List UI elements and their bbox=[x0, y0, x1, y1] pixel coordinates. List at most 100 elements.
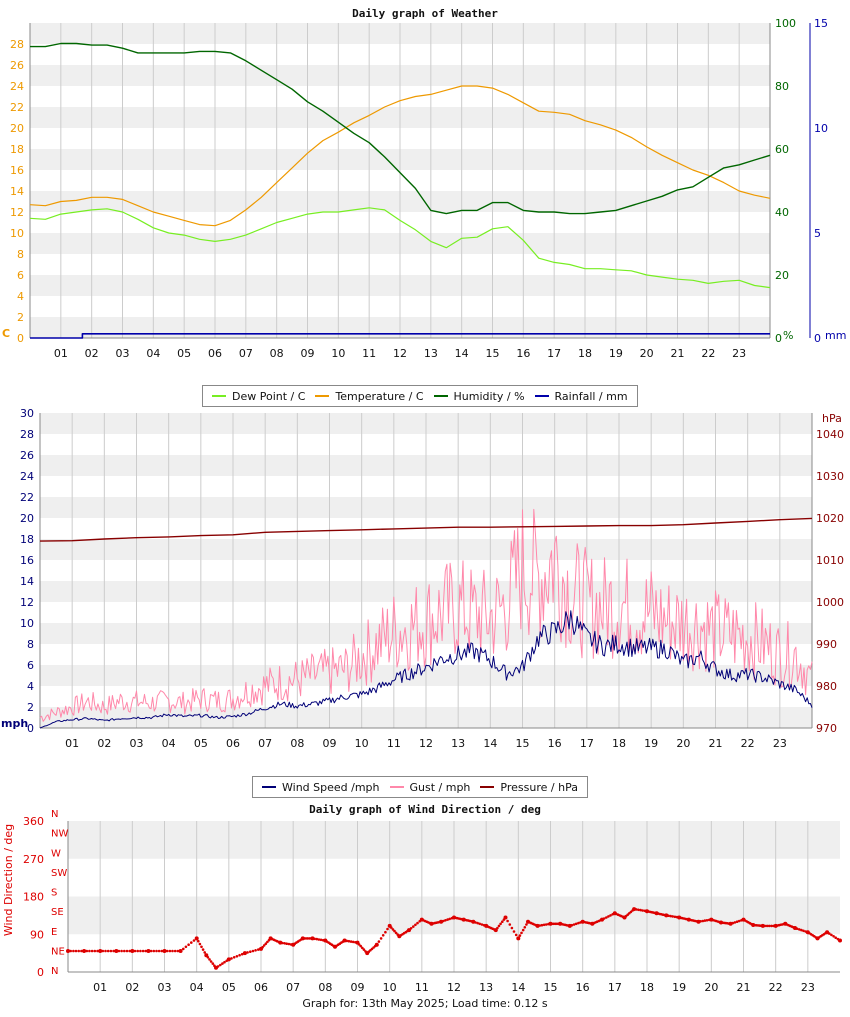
direction-point bbox=[117, 949, 121, 953]
direction-point bbox=[798, 928, 801, 931]
direction-point bbox=[476, 921, 479, 925]
direction-point bbox=[364, 950, 367, 953]
direction-point bbox=[520, 931, 523, 935]
legend-swatch bbox=[212, 395, 226, 397]
wind-speed-tick-label: 26 bbox=[20, 449, 34, 462]
temperature-tick-label: 18 bbox=[10, 143, 24, 156]
direction-point bbox=[521, 928, 525, 932]
direction-point bbox=[361, 946, 364, 950]
legend-swatch bbox=[389, 786, 404, 788]
wind-hour-label: 13 bbox=[451, 737, 465, 750]
humidity-line bbox=[30, 42, 771, 215]
direction-point bbox=[418, 920, 422, 923]
pressure-unit-label: hPa bbox=[822, 412, 842, 425]
direction-point bbox=[139, 949, 142, 953]
direction-hour-label: 16 bbox=[576, 981, 590, 994]
direction-point bbox=[611, 913, 614, 916]
direction-point bbox=[114, 949, 119, 953]
direction-point bbox=[609, 914, 612, 917]
direction-hour-label: 20 bbox=[704, 981, 718, 994]
direction-point bbox=[88, 949, 91, 953]
direction-point bbox=[727, 922, 731, 925]
direction-point bbox=[112, 949, 115, 953]
weather-hour-label: 20 bbox=[640, 347, 654, 360]
direction-point bbox=[230, 957, 233, 960]
direction-point bbox=[377, 940, 381, 943]
direction-point bbox=[141, 949, 145, 953]
weather-chart: Daily graph of Weather 02468101214161820… bbox=[2, 7, 846, 360]
direction-point bbox=[695, 920, 699, 923]
wind-speed-tick-label: 8 bbox=[27, 638, 34, 651]
direction-point bbox=[750, 922, 753, 926]
direction-point bbox=[317, 938, 321, 941]
direction-point bbox=[213, 964, 216, 967]
direction-point bbox=[667, 914, 670, 917]
direction-point bbox=[201, 948, 205, 951]
rain-tick-label: 15 bbox=[814, 17, 828, 30]
wind-hour-label: 08 bbox=[290, 737, 304, 750]
direction-point bbox=[534, 923, 538, 927]
pressure-tick-label: 1040 bbox=[816, 428, 844, 441]
direction-point bbox=[362, 948, 366, 951]
direction-point bbox=[492, 928, 496, 931]
direction-point bbox=[299, 938, 303, 941]
pressure-tick-label: 970 bbox=[816, 722, 837, 735]
temperature-tick-label: 10 bbox=[10, 227, 24, 240]
wind-speed-tick-label: 18 bbox=[20, 533, 34, 546]
wind-chart-axes: 0246810121416182022242628309709809901000… bbox=[20, 407, 844, 750]
direction-point bbox=[197, 939, 200, 943]
direction-point bbox=[313, 937, 316, 941]
weather-hour-label: 15 bbox=[486, 347, 500, 360]
gust-line bbox=[39, 508, 813, 722]
direction-point bbox=[572, 923, 576, 926]
direction-point bbox=[251, 949, 255, 953]
dew-point-line bbox=[29, 207, 771, 289]
direction-point bbox=[772, 924, 775, 928]
direction-point bbox=[765, 924, 769, 928]
direction-point bbox=[832, 935, 835, 938]
direction-point bbox=[283, 942, 286, 945]
direction-point bbox=[266, 940, 269, 944]
wind-hour-label: 09 bbox=[323, 737, 337, 750]
direction-point bbox=[501, 920, 504, 923]
weather-chart-axes: 0246810121416182022242628020406080100051… bbox=[10, 17, 828, 360]
direction-hour-label: 04 bbox=[190, 981, 204, 994]
direction-point bbox=[198, 942, 202, 946]
wind-speed-tick-label: 28 bbox=[20, 428, 34, 441]
direction-point bbox=[448, 917, 452, 921]
direction-point bbox=[637, 908, 640, 912]
direction-point bbox=[639, 908, 642, 912]
direction-point bbox=[206, 956, 210, 959]
weather-legend: Dew Point / C Temperature / C Humidity / %… bbox=[202, 385, 638, 407]
wind-hour-label: 20 bbox=[676, 737, 690, 750]
direction-hour-label: 13 bbox=[479, 981, 493, 994]
direction-point bbox=[542, 923, 546, 927]
direction-point bbox=[406, 929, 409, 933]
direction-point bbox=[357, 943, 361, 946]
wind-hour-label: 14 bbox=[483, 737, 497, 750]
weather-hour-label: 02 bbox=[85, 347, 99, 360]
direction-hour-label: 11 bbox=[415, 981, 429, 994]
weather-hour-label: 10 bbox=[331, 347, 345, 360]
direction-point bbox=[261, 945, 264, 949]
humidity-tick-label: 40 bbox=[775, 206, 789, 219]
direction-point bbox=[416, 921, 419, 925]
wind-legend: Wind Speed /mph Gust / mph Pressure / hPa bbox=[252, 776, 588, 798]
temperature-tick-label: 16 bbox=[10, 164, 24, 177]
direction-point bbox=[341, 940, 345, 943]
direction-point bbox=[354, 941, 357, 944]
temperature-tick-label: 14 bbox=[10, 185, 24, 198]
wind-chart-series bbox=[39, 508, 813, 729]
direction-point bbox=[319, 938, 323, 942]
direction-point bbox=[246, 951, 249, 954]
direction-point bbox=[538, 924, 542, 927]
direction-point bbox=[225, 959, 228, 963]
direction-point bbox=[257, 948, 260, 951]
direction-tick-label: 90 bbox=[30, 928, 44, 941]
direction-point bbox=[77, 949, 80, 953]
weather-hour-label: 05 bbox=[177, 347, 191, 360]
direction-point bbox=[178, 949, 183, 953]
weather-hour-label: 16 bbox=[516, 347, 530, 360]
direction-point bbox=[242, 951, 247, 956]
direction-point bbox=[605, 916, 608, 919]
